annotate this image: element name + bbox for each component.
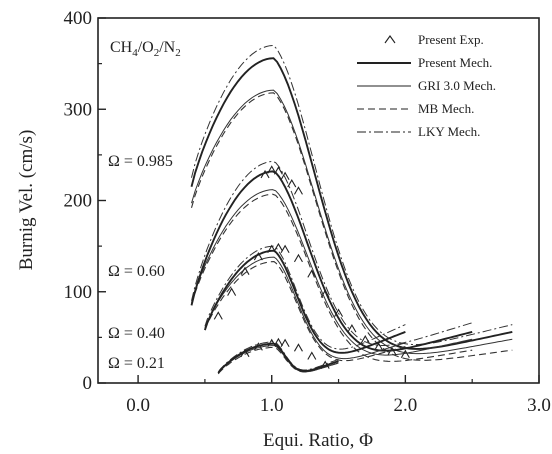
gri-mech-line-0	[191, 89, 513, 355]
experiment-point	[253, 251, 263, 261]
present-mech-line-2	[203, 249, 406, 354]
present-mech-line-3	[217, 342, 339, 374]
axis-ticks: 0.0 1.0 2.0 3.0 0 100 200 300 400	[64, 8, 551, 416]
y-tick-label: 400	[64, 8, 93, 29]
experiment-point	[260, 169, 270, 179]
experiment-point	[293, 253, 303, 263]
series-layer	[190, 44, 513, 375]
y-tick-label: 100	[64, 282, 93, 303]
omega-label: Ω = 0.40	[108, 325, 165, 342]
experiment-point	[374, 342, 384, 351]
legend-label: MB Mech.	[418, 101, 474, 116]
experiment-point	[293, 186, 303, 195]
experiment-point	[240, 348, 250, 358]
y-tick-label: 0	[83, 373, 93, 394]
experiment-markers	[213, 165, 410, 369]
experiment-point	[307, 269, 317, 278]
experiment-point	[267, 165, 277, 174]
experiment-point	[400, 349, 410, 358]
omega-label: Ω = 0.60	[108, 263, 165, 280]
lky-mech-line-2	[204, 245, 406, 350]
experiment-point	[253, 342, 263, 351]
mb-mech-line-2	[204, 261, 406, 362]
experiment-point	[267, 338, 277, 348]
lky-mech-line-3	[217, 341, 339, 373]
omega-label: Ω = 0.21	[108, 355, 165, 372]
experiment-point	[387, 346, 397, 356]
lky-mech-line-1	[191, 160, 473, 346]
legend-label: LKY Mech.	[418, 124, 480, 139]
x-tick-label: 1.0	[260, 395, 284, 416]
x-tick-label: 0.0	[126, 395, 150, 416]
mixture-label: CH4/O2/N2	[110, 39, 181, 59]
present-mech-line-1	[190, 170, 473, 352]
experiment-point	[320, 289, 330, 298]
present-mech-line-0	[190, 57, 513, 350]
experiment-point	[280, 244, 290, 254]
experiment-point	[280, 338, 290, 348]
experiment-point	[307, 351, 317, 360]
experiment-point	[227, 287, 237, 296]
mb-mech-line-1	[190, 193, 473, 362]
x-tick-label: 2.0	[393, 395, 417, 416]
experiment-point	[273, 337, 283, 347]
experiment-point	[280, 171, 290, 181]
mb-mech-line-0	[190, 92, 513, 361]
experiment-point	[360, 335, 370, 344]
y-tick-label: 200	[64, 191, 93, 212]
gri-mech-line-2	[204, 256, 406, 360]
experiment-point	[213, 311, 223, 320]
experiment-point	[320, 360, 330, 369]
legend-marker	[384, 35, 396, 44]
experiment-point	[240, 266, 250, 275]
experiment-point	[287, 178, 297, 188]
x-tick-label: 3.0	[527, 395, 551, 416]
legend-label: Present Mech.	[418, 55, 492, 70]
omega-label: Ω = 0.985	[108, 153, 173, 170]
legend-label: GRI 3.0 Mech.	[418, 78, 496, 93]
experiment-point	[273, 242, 283, 252]
legend: Present Exp. Present Mech. GRI 3.0 Mech. MB…	[357, 32, 496, 139]
experiment-point	[347, 324, 357, 333]
group-annotations: Ω = 0.985 Ω = 0.60 Ω = 0.40 Ω = 0.21	[108, 153, 173, 372]
y-axis-label: Burnig Vel. (cm/s)	[16, 130, 37, 271]
experiment-point	[334, 308, 344, 317]
experiment-point	[293, 343, 303, 352]
y-tick-label: 300	[64, 99, 93, 120]
x-axis-label: Equi. Ratio, Φ	[263, 430, 373, 451]
mb-mech-line-3	[217, 346, 339, 375]
legend-label: Present Exp.	[418, 32, 484, 47]
gri-mech-line-1	[191, 189, 473, 356]
experiment-point	[273, 166, 283, 175]
